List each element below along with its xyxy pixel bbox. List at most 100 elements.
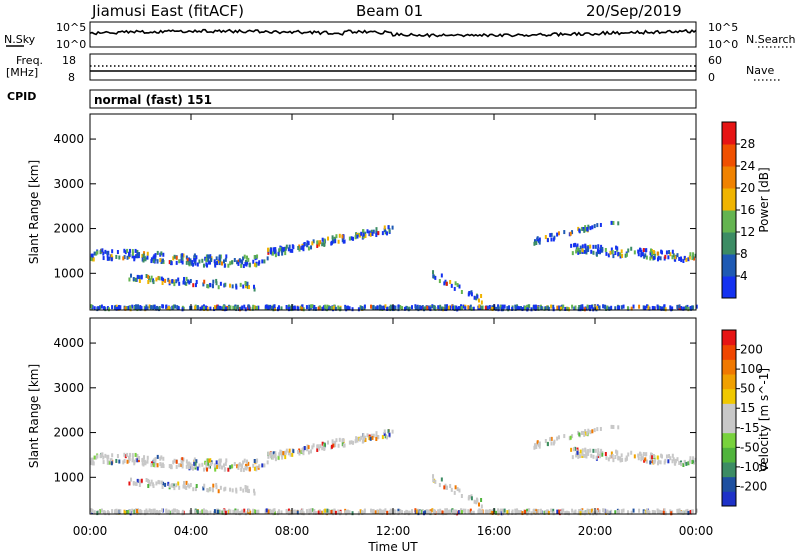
power-echo bbox=[579, 245, 582, 250]
power-echo bbox=[331, 237, 334, 242]
velocity-echo bbox=[108, 460, 111, 465]
velocity-echo bbox=[181, 457, 184, 462]
velocity-echo bbox=[584, 431, 587, 436]
velocity-echo bbox=[571, 434, 574, 439]
velocity-echo bbox=[663, 508, 666, 513]
colorbar-tick-label: -15 bbox=[740, 421, 760, 435]
velocity-echo bbox=[341, 438, 344, 443]
power-echo bbox=[300, 245, 303, 250]
velocity-echo bbox=[587, 451, 590, 456]
power-echo bbox=[538, 240, 541, 245]
power-echo bbox=[181, 257, 184, 262]
velocity-echo bbox=[405, 509, 408, 514]
x-tick-label: 08:00 bbox=[275, 524, 310, 538]
power-echo bbox=[540, 305, 543, 310]
power-echo bbox=[207, 284, 210, 289]
velocity-echo bbox=[653, 510, 656, 515]
power-echo bbox=[566, 306, 569, 311]
power-echo bbox=[371, 231, 374, 236]
velocity-echo bbox=[632, 508, 635, 513]
power-echo bbox=[595, 251, 598, 256]
power-echo bbox=[660, 306, 663, 311]
velocity-echo bbox=[389, 508, 392, 513]
power-echo bbox=[213, 259, 216, 264]
velocity-echo bbox=[432, 478, 435, 483]
power-echo bbox=[288, 244, 291, 249]
power-echo bbox=[323, 242, 326, 247]
colorbar-segment bbox=[722, 359, 736, 375]
power-echo bbox=[550, 304, 553, 309]
power-echo bbox=[577, 250, 580, 255]
colorbar-segment bbox=[722, 418, 736, 434]
velocity-echo bbox=[503, 508, 506, 513]
power-echo bbox=[516, 305, 519, 310]
velocity-echo bbox=[588, 508, 591, 513]
velocity-echo bbox=[218, 460, 221, 465]
velocity-echo bbox=[208, 458, 211, 463]
power-echo bbox=[556, 305, 559, 310]
power-echo bbox=[501, 304, 504, 309]
power-echo bbox=[480, 294, 483, 299]
power-echo bbox=[128, 248, 131, 253]
velocity-echo bbox=[524, 509, 527, 514]
power-echo bbox=[689, 252, 692, 257]
power-echo bbox=[519, 306, 522, 311]
power-echo bbox=[383, 225, 386, 230]
power-echo bbox=[166, 306, 169, 311]
power-echo bbox=[456, 283, 459, 288]
freq-label-line2: [MHz] bbox=[6, 66, 38, 79]
power-echo bbox=[202, 282, 205, 287]
velocity-echo bbox=[668, 454, 671, 459]
power-echo bbox=[594, 244, 597, 249]
power-echo bbox=[669, 252, 672, 257]
velocity-echo bbox=[221, 510, 224, 515]
velocity-echo bbox=[198, 463, 201, 468]
velocity-echo bbox=[511, 510, 514, 515]
power-echo bbox=[571, 230, 574, 235]
velocity-echo bbox=[148, 508, 151, 513]
power-echo bbox=[99, 250, 102, 255]
velocity-echo bbox=[292, 510, 295, 515]
velocity-echo bbox=[583, 511, 586, 516]
velocity-echo bbox=[507, 509, 510, 514]
velocity-echo bbox=[287, 508, 290, 513]
power-echo bbox=[557, 231, 560, 236]
velocity-echo bbox=[468, 510, 471, 515]
power-echo bbox=[161, 258, 164, 263]
power-echo bbox=[454, 281, 457, 286]
velocity-echo bbox=[273, 508, 276, 513]
velocity-echo bbox=[303, 446, 306, 451]
velocity-echo bbox=[357, 511, 360, 516]
power-echo bbox=[596, 305, 599, 310]
velocity-echo bbox=[358, 437, 361, 442]
velocity-echo bbox=[218, 465, 221, 470]
power-echo bbox=[650, 253, 653, 258]
power-echo bbox=[144, 306, 147, 311]
velocity-echo bbox=[616, 450, 619, 455]
velocity-echo bbox=[476, 498, 479, 503]
velocity-echo bbox=[627, 452, 630, 457]
velocity-echo bbox=[578, 432, 581, 437]
velocity-echo bbox=[138, 456, 141, 461]
power-echo bbox=[476, 294, 479, 299]
power-echo bbox=[310, 304, 313, 309]
velocity-echo bbox=[606, 509, 609, 514]
velocity-echo bbox=[254, 509, 257, 514]
velocity-echo bbox=[556, 436, 559, 441]
power-echo bbox=[196, 262, 199, 267]
power-echo bbox=[524, 305, 527, 310]
velocity-echo bbox=[337, 509, 340, 514]
power-echo bbox=[104, 249, 107, 254]
power-echo bbox=[332, 305, 335, 310]
power-echo bbox=[500, 307, 503, 312]
power-echo bbox=[654, 253, 657, 258]
power-echo bbox=[157, 275, 160, 280]
power-echo bbox=[649, 248, 652, 253]
velocity-echo bbox=[602, 508, 605, 513]
velocity-echo bbox=[193, 461, 196, 466]
velocity-echo bbox=[449, 509, 452, 514]
power-echo bbox=[253, 254, 256, 259]
velocity-echo bbox=[152, 484, 155, 489]
velocity-echo bbox=[246, 488, 249, 493]
power-echo bbox=[181, 260, 184, 265]
